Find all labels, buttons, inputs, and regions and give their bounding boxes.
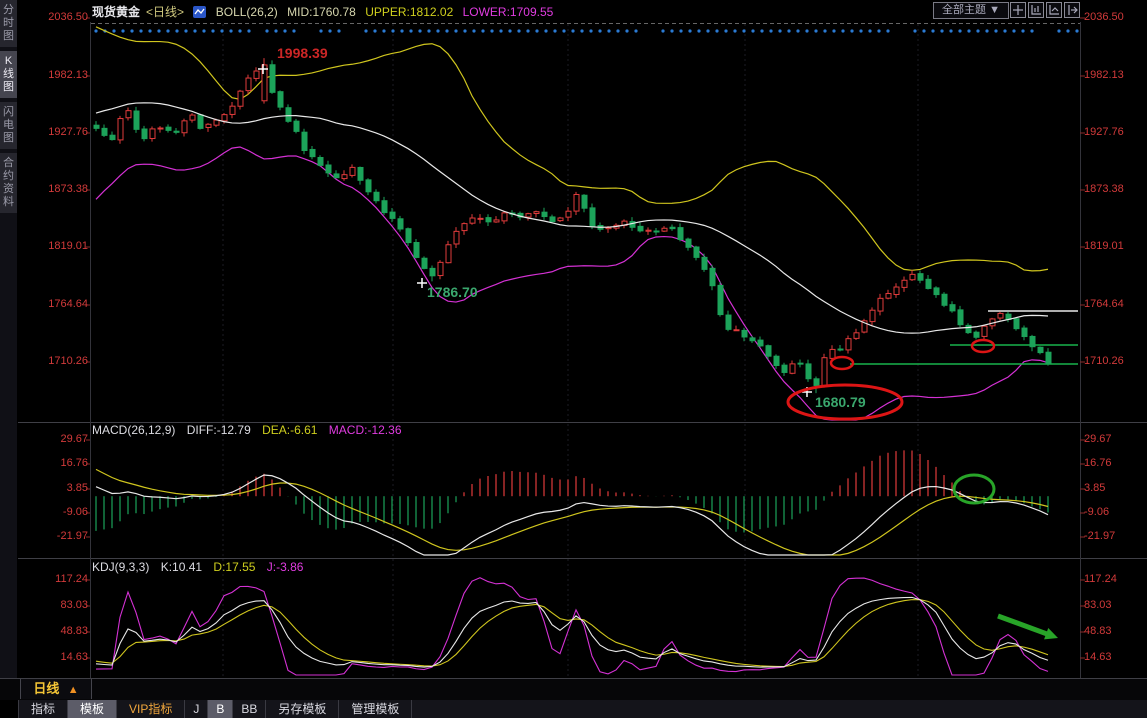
tab-j[interactable]: J	[185, 700, 209, 718]
pan-crosshair-icon[interactable]	[1010, 2, 1026, 18]
price-tick-right: 1982.13	[1084, 69, 1124, 81]
price-tick-right: 1927.76	[1084, 126, 1124, 138]
tab-vip-indicators[interactable]: VIP指标	[117, 700, 186, 718]
price-tick-left: 1764.64	[48, 298, 88, 310]
macd-panel-header: MACD(26,12,9) DIFF:-12.79 DEA:-6.61 MACD…	[92, 423, 410, 437]
kdj-tick-left: 83.03	[60, 599, 88, 611]
macd-tick-right: 29.67	[1084, 433, 1112, 445]
period-selector[interactable]: 日线 ▲	[20, 679, 92, 699]
price-tick-right: 1710.26	[1084, 355, 1124, 367]
price-tick-left: 1819.01	[48, 240, 88, 252]
kdj-tick-right: 48.83	[1084, 625, 1112, 637]
period-label: 日线	[33, 681, 60, 696]
sidebar-item-flash-chart[interactable]: 闪电图	[0, 102, 17, 149]
price-tick-right: 2036.50	[1084, 11, 1124, 23]
macd-tick-left: -9.06	[62, 506, 88, 518]
tab-save-template[interactable]: 另存模板	[266, 700, 340, 718]
price-tick-right: 1764.64	[1084, 298, 1124, 310]
triangle-up-icon: ▲	[67, 684, 79, 696]
indicator-chart-icon	[193, 6, 207, 21]
macd-tick-right: -9.06	[1084, 506, 1110, 518]
price-tick-left: 2036.50	[48, 11, 88, 23]
kdj-tick-left: 14.63	[60, 651, 88, 663]
boll-lower-value: LOWER:1709.55	[462, 5, 554, 19]
kdj-panel-header: KDJ(9,3,3) K:10.41 D:17.55 J:-3.86	[92, 560, 311, 574]
price-tick-right: 1819.01	[1084, 240, 1124, 252]
chart-annotation: 1998.39	[277, 45, 328, 61]
kdj-tick-right: 83.03	[1084, 599, 1112, 611]
macd-macd-value: MACD:-12.36	[328, 423, 402, 437]
chart-header: 现货黄金 <日线> BOLL(26,2) MID:1760.78 UPPER:18…	[92, 3, 559, 19]
boll-mid-value: MID:1760.78	[287, 5, 356, 19]
macd-tick-left: 16.76	[60, 457, 88, 469]
kdj-k-value: K:10.41	[160, 560, 203, 574]
macd-tick-left: 3.85	[66, 482, 88, 494]
price-tick-right: 1873.38	[1084, 183, 1124, 195]
macd-tick-left: 29.67	[60, 433, 88, 445]
price-tick-left: 1873.38	[48, 183, 88, 195]
price-tick-left: 1927.76	[48, 126, 88, 138]
kdj-j-value: J:-3.86	[266, 560, 304, 574]
boll-label: BOLL(26,2)	[215, 5, 278, 19]
period-tag: <日线>	[146, 5, 185, 19]
sidebar-item-contract-info[interactable]: 合约资料	[0, 153, 17, 213]
chart-pane-left-icon[interactable]	[1028, 2, 1044, 18]
kdj-tick-left: 117.24	[55, 573, 88, 585]
chart-annotation: 1786.70	[427, 284, 478, 300]
price-tick-left: 1710.26	[48, 355, 88, 367]
kdj-tick-left: 48.83	[60, 625, 88, 637]
price-tick-left: 1982.13	[48, 69, 88, 81]
bottom-toolbar: 指标 模板 VIP指标 J B BB 另存模板 管理模板	[0, 700, 1147, 718]
boll-upper-value: UPPER:1812.02	[365, 5, 454, 19]
tab-bb[interactable]: BB	[233, 700, 267, 718]
macd-tick-left: -21.97	[56, 530, 88, 542]
tab-b[interactable]: B	[208, 700, 234, 718]
theme-dropdown-label: 全部主题	[942, 4, 987, 16]
tab-manage-template[interactable]: 管理模板	[339, 700, 413, 718]
chevron-down-icon: ▼	[989, 4, 1000, 16]
kdj-title: KDJ(9,3,3)	[92, 560, 150, 574]
sidebar-item-time-chart[interactable]: 分时图	[0, 0, 17, 47]
tab-templates[interactable]: 模板	[68, 700, 118, 718]
macd-title: MACD(26,12,9)	[92, 423, 176, 437]
macd-tick-right: 3.85	[1084, 482, 1106, 494]
macd-tick-right: 16.76	[1084, 457, 1112, 469]
expand-right-icon[interactable]	[1064, 2, 1080, 18]
kdj-tick-right: 117.24	[1084, 573, 1117, 585]
theme-dropdown-button[interactable]: 全部主题 ▼	[933, 2, 1009, 19]
kdj-d-value: D:17.55	[213, 560, 256, 574]
kdj-tick-right: 14.63	[1084, 651, 1112, 663]
tab-indicators[interactable]: 指标	[19, 700, 69, 718]
macd-diff-value: DIFF:-12.79	[186, 423, 251, 437]
symbol-title: 现货黄金	[92, 5, 141, 19]
macd-tick-right: -21.97	[1084, 530, 1116, 542]
chart-pane-right-icon[interactable]	[1046, 2, 1062, 18]
chart-annotation: 1680.79	[815, 394, 866, 410]
xaxis-row	[0, 678, 1147, 702]
macd-dea-value: DEA:-6.61	[262, 423, 318, 437]
toolbar-corner	[0, 700, 19, 718]
